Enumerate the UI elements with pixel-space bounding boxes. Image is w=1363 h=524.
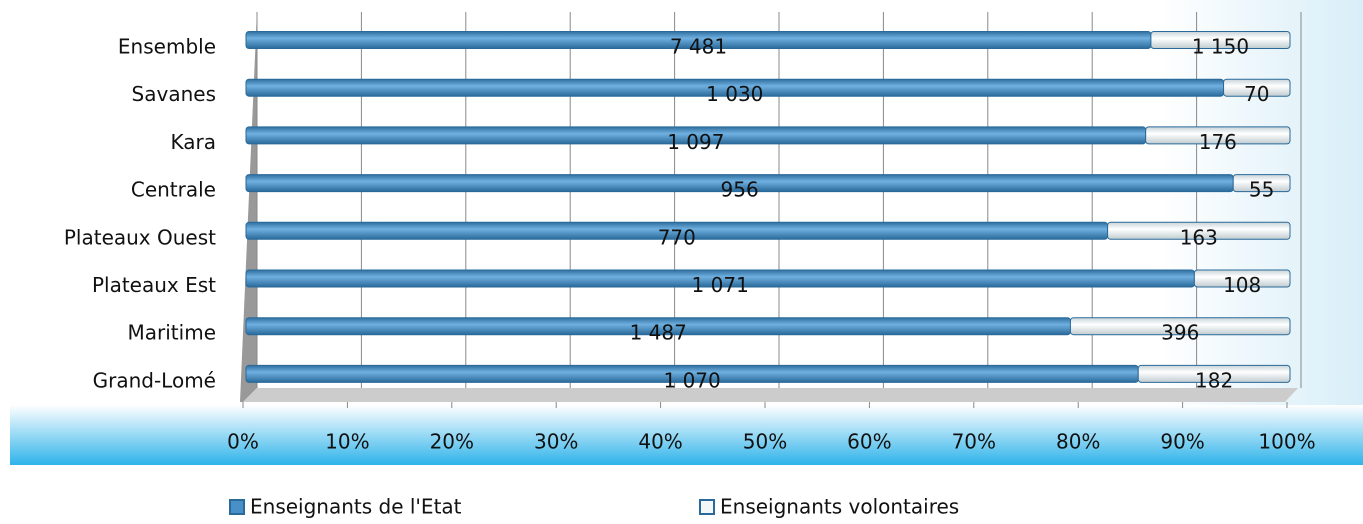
value-label: 1 150 [1192, 35, 1249, 59]
bar [1193, 269, 1291, 288]
x-tick-label: 80% [1056, 430, 1100, 454]
value-label: 956 [721, 178, 759, 202]
x-tick-label: 10% [325, 430, 369, 454]
bar [1069, 317, 1291, 336]
y-tick-label: Centrale [131, 178, 216, 202]
y-tick-label: Plateaux Est [92, 273, 216, 297]
bar [1223, 78, 1291, 97]
x-tick-label: 70% [952, 430, 996, 454]
value-label: 770 [658, 225, 696, 249]
legend-swatch [699, 499, 715, 515]
x-tick-label: 100% [1258, 430, 1315, 454]
value-label: 7 481 [670, 35, 727, 59]
value-label: 182 [1195, 368, 1233, 392]
y-tick-label: Maritime [128, 321, 216, 345]
x-tick-label: 0% [227, 430, 259, 454]
value-label: 108 [1223, 273, 1261, 297]
x-tick-label: 60% [847, 430, 891, 454]
x-tick-label: 20% [430, 430, 474, 454]
value-label: 55 [1249, 178, 1274, 202]
y-tick-label: Grand-Lomé [93, 368, 216, 392]
value-label: 176 [1199, 130, 1237, 154]
legend-label: Enseignants volontaires [720, 495, 959, 519]
axis-floor [243, 388, 1298, 402]
value-label: 163 [1180, 225, 1218, 249]
y-tick-label: Ensemble [118, 35, 216, 59]
y-tick-label: Kara [171, 130, 217, 154]
value-label: 70 [1244, 82, 1269, 106]
value-label: 1 071 [692, 273, 749, 297]
value-label: 1 030 [706, 82, 763, 106]
y-tick-label: Savanes [132, 82, 216, 106]
value-label: 1 070 [663, 368, 720, 392]
x-tick-label: 50% [743, 430, 787, 454]
background-band [10, 405, 1363, 465]
value-label: 1 097 [667, 130, 724, 154]
bar [1232, 174, 1291, 193]
value-label: 396 [1161, 321, 1199, 345]
bar [1150, 31, 1291, 49]
x-tick-label: 40% [638, 430, 682, 454]
x-tick-label: 90% [1160, 430, 1204, 454]
y-tick-label: Plateaux Ouest [64, 225, 216, 249]
bar [1145, 126, 1291, 145]
axis-wall [240, 10, 257, 402]
bar [1137, 364, 1291, 383]
legend-label: Enseignants de l'Etat [250, 495, 462, 519]
bar [1107, 221, 1291, 240]
value-label: 1 487 [630, 321, 687, 345]
x-tick-label: 30% [534, 430, 578, 454]
legend-swatch [229, 499, 245, 515]
background [10, 0, 1363, 405]
